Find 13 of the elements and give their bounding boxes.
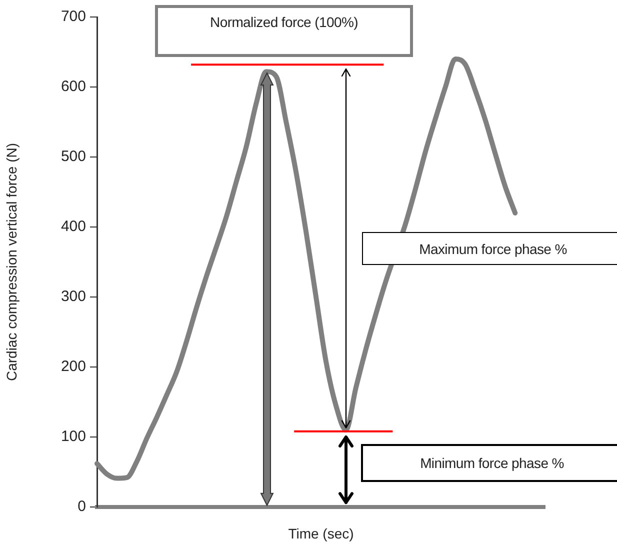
x-axis-title: Time (sec) xyxy=(288,525,354,542)
y-tick-label: 0 xyxy=(78,498,86,516)
y-tick-label: 100 xyxy=(60,428,86,446)
y-tick-label: 600 xyxy=(60,78,86,96)
y-tick-label: 300 xyxy=(60,288,86,306)
y-tick-label: 400 xyxy=(60,218,86,236)
text-box: Normalized force (100%) xyxy=(155,5,413,57)
y-tick-label: 700 xyxy=(60,8,86,26)
y-axis-title: Cardiac compression vertical force (N) xyxy=(3,142,20,382)
y-tick-label: 200 xyxy=(60,358,86,376)
text-box: Minimum force phase % xyxy=(361,444,617,482)
y-tick-label: 500 xyxy=(60,148,86,166)
text-box: Maximum force phase % xyxy=(362,232,617,265)
